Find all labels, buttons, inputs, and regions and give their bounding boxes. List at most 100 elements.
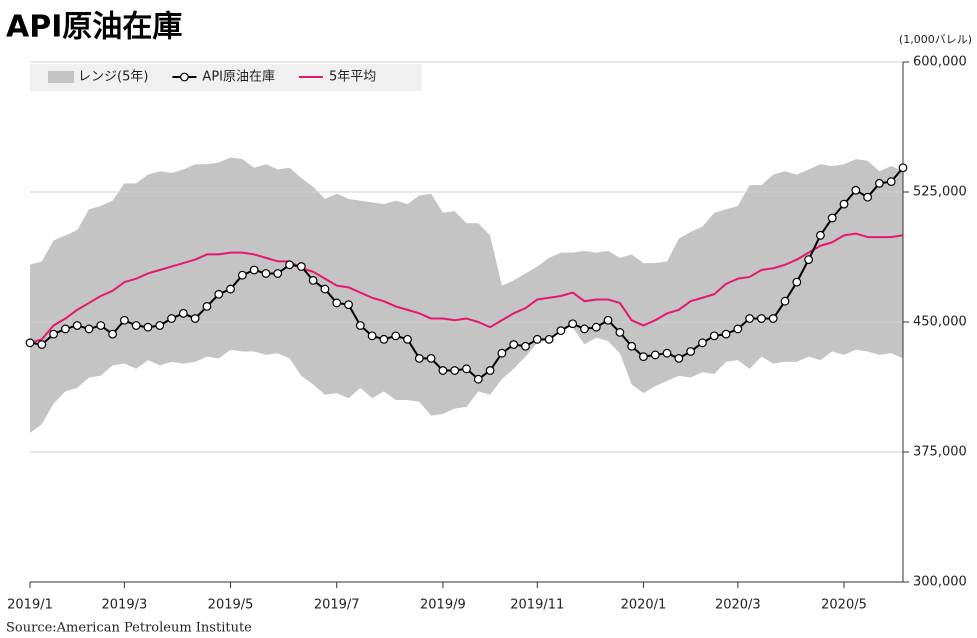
marker <box>131 321 141 330</box>
marker <box>332 298 342 308</box>
legend-box <box>30 64 422 91</box>
x-tick-label: 2019/5 <box>208 598 254 613</box>
marker <box>745 314 755 323</box>
marker <box>473 374 483 384</box>
marker <box>827 213 837 223</box>
marker <box>84 324 94 334</box>
marker <box>780 296 790 306</box>
x-tick-label: 2019/11 <box>510 598 564 613</box>
source: Source:American Petroleum Institute <box>6 621 252 636</box>
marker <box>875 178 884 188</box>
x-tick-label: 2019/3 <box>102 598 148 613</box>
marker <box>414 354 424 363</box>
marker <box>344 300 353 310</box>
marker <box>167 314 176 323</box>
marker <box>261 269 271 278</box>
marker <box>816 230 825 240</box>
marker <box>214 289 224 299</box>
x-tick-label: 2019/7 <box>314 598 360 613</box>
marker <box>627 341 637 351</box>
marker <box>450 366 460 375</box>
x-tick-label: 2020/1 <box>621 598 667 613</box>
marker <box>249 265 259 275</box>
marker <box>403 334 412 344</box>
marker <box>532 334 542 344</box>
marker <box>521 341 530 351</box>
marker <box>851 185 861 195</box>
marker <box>285 260 294 270</box>
marker <box>190 314 200 323</box>
marker <box>108 329 117 339</box>
marker <box>143 322 153 332</box>
marker <box>898 163 908 173</box>
marker <box>426 354 436 363</box>
legend-label: API原油在庫 <box>202 70 275 85</box>
marker <box>674 354 684 363</box>
marker <box>308 276 318 285</box>
marker <box>485 366 495 375</box>
marker <box>580 324 589 334</box>
marker <box>37 340 47 349</box>
marker <box>568 319 578 329</box>
marker <box>639 352 648 362</box>
marker <box>556 326 566 336</box>
marker <box>49 329 58 339</box>
marker <box>591 322 601 332</box>
marker <box>296 262 306 271</box>
marker <box>119 315 129 325</box>
marker <box>709 331 719 341</box>
marker <box>650 350 660 360</box>
unit-label: (1,000バレル) <box>899 33 972 46</box>
y-tick-label: 525,000 <box>913 185 967 200</box>
marker <box>72 321 82 330</box>
y-tick-label: 300,000 <box>913 575 967 590</box>
marker <box>509 340 519 349</box>
y-tick-label: 450,000 <box>913 315 967 330</box>
marker <box>355 321 365 330</box>
legend-label: 5年平均 <box>329 70 376 85</box>
x-tick-label: 2019/1 <box>7 598 53 613</box>
x-tick-label: 2020/5 <box>821 598 867 613</box>
marker <box>839 199 849 209</box>
marker <box>202 302 212 311</box>
marker <box>733 324 743 334</box>
legend-marker <box>180 72 189 82</box>
marker <box>804 255 814 265</box>
marker <box>886 177 896 187</box>
marker <box>686 347 696 356</box>
marker <box>96 321 106 330</box>
x-tick-label: 2020/3 <box>715 598 761 613</box>
legend-swatch <box>48 71 74 83</box>
marker <box>438 366 448 375</box>
marker <box>367 331 377 341</box>
marker <box>863 192 873 202</box>
marker <box>273 269 283 278</box>
marker <box>603 315 613 325</box>
marker <box>721 329 731 339</box>
marker <box>792 277 802 287</box>
marker <box>757 314 766 323</box>
marker <box>237 270 247 280</box>
x-tick-label: 2019/9 <box>420 598 466 613</box>
marker <box>544 334 554 344</box>
marker <box>25 338 35 348</box>
marker <box>60 324 70 334</box>
series-line <box>29 232 904 344</box>
legend-label: レンジ(5年) <box>78 70 148 85</box>
marker <box>379 334 389 344</box>
marker <box>226 284 235 294</box>
chart-title: API原油在庫 <box>6 10 182 45</box>
range-area <box>30 157 903 433</box>
y-tick-label: 375,000 <box>913 445 967 460</box>
y-tick-label: 600,000 <box>913 55 967 70</box>
marker <box>497 348 507 358</box>
marker <box>462 364 471 374</box>
marker <box>698 338 707 348</box>
marker <box>662 348 672 358</box>
marker <box>155 321 165 330</box>
marker <box>320 284 330 294</box>
marker <box>178 308 188 318</box>
marker <box>768 314 778 323</box>
marker <box>615 328 625 337</box>
